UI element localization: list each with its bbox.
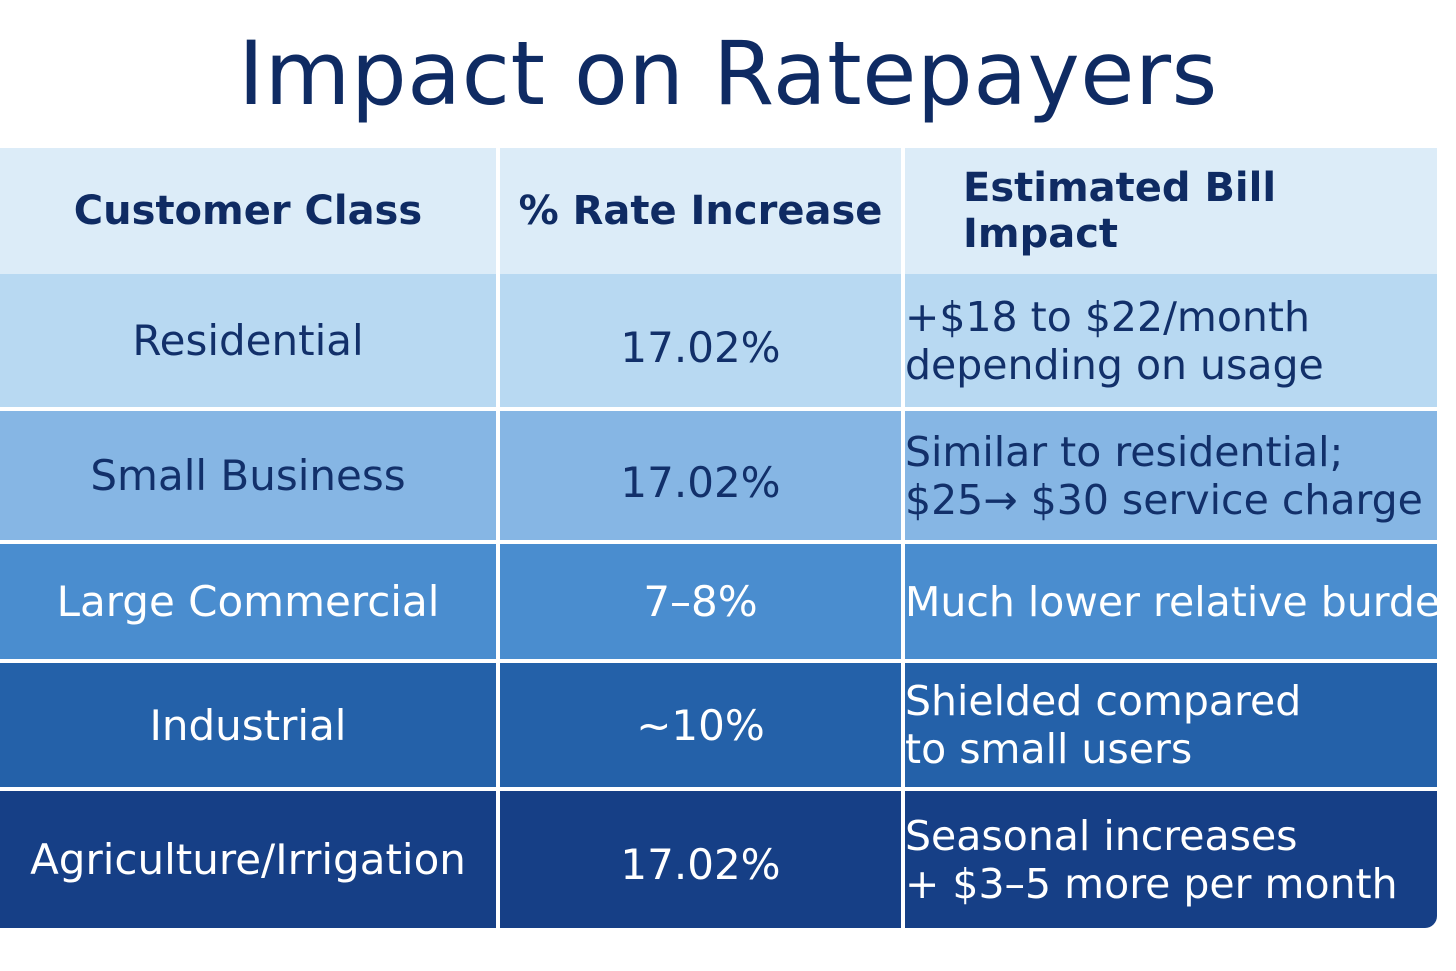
rate-increase-cell: 17.02%	[496, 787, 905, 928]
rate-increase-cell: 17.02%	[496, 274, 905, 411]
table-row: Large Commercial 7–8% Much lower relativ…	[0, 540, 1437, 663]
column-header-customer-class: Customer Class	[0, 148, 500, 274]
customer-class-cell: Residential	[0, 274, 500, 411]
customer-class-cell: Industrial	[0, 659, 500, 791]
bill-impact-cell: +$18 to $22/month depending on usage	[901, 274, 1437, 411]
column-header-rate-increase: % Rate Increase	[496, 148, 905, 274]
rate-increase-cell: 17.02%	[496, 407, 905, 544]
rate-impact-table: Customer Class % Rate Increase Estimated…	[0, 148, 1437, 928]
bill-impact-line: Much lower relative burden	[905, 577, 1437, 626]
bill-impact-cell: Seasonal increases + $3–5 more per month	[901, 787, 1437, 928]
bill-impact-cell: Shielded compared to small users	[901, 659, 1437, 791]
table-row: Agriculture/Irrigation 17.02% Seasonal i…	[0, 787, 1437, 928]
page-title: Impact on Ratepayers	[238, 22, 1218, 125]
bill-impact-line: Similar to residential;	[905, 427, 1344, 476]
customer-class-cell: Large Commercial	[0, 540, 500, 663]
bill-impact-cell: Similar to residential; $25→ $30 service…	[901, 407, 1437, 544]
bill-impact-line: Shielded compared	[905, 677, 1302, 725]
customer-class-cell: Small Business	[0, 407, 500, 544]
table-row: Residential 17.02% +$18 to $22/month dep…	[0, 274, 1437, 411]
bill-impact-line: Seasonal increases	[905, 811, 1298, 860]
bill-impact-line: $25→ $30 service charge	[905, 475, 1423, 524]
bill-impact-line: to small users	[905, 725, 1193, 773]
column-header-bill-impact: Estimated Bill Impact	[901, 148, 1437, 274]
bill-impact-cell: Much lower relative burden	[901, 540, 1437, 663]
customer-class-cell: Agriculture/Irrigation	[0, 787, 500, 928]
rate-increase-cell: 7–8%	[496, 540, 905, 663]
bill-impact-line: +$18 to $22/month	[905, 292, 1310, 341]
rate-increase-cell: ~10%	[496, 659, 905, 791]
bill-impact-line: + $3–5 more per month	[905, 859, 1398, 908]
table-row: Industrial ~10% Shielded compared to sma…	[0, 659, 1437, 791]
bill-impact-line: depending on usage	[905, 340, 1324, 389]
table-row: Small Business 17.02% Similar to residen…	[0, 407, 1437, 544]
table-header-row: Customer Class % Rate Increase Estimated…	[0, 148, 1437, 274]
